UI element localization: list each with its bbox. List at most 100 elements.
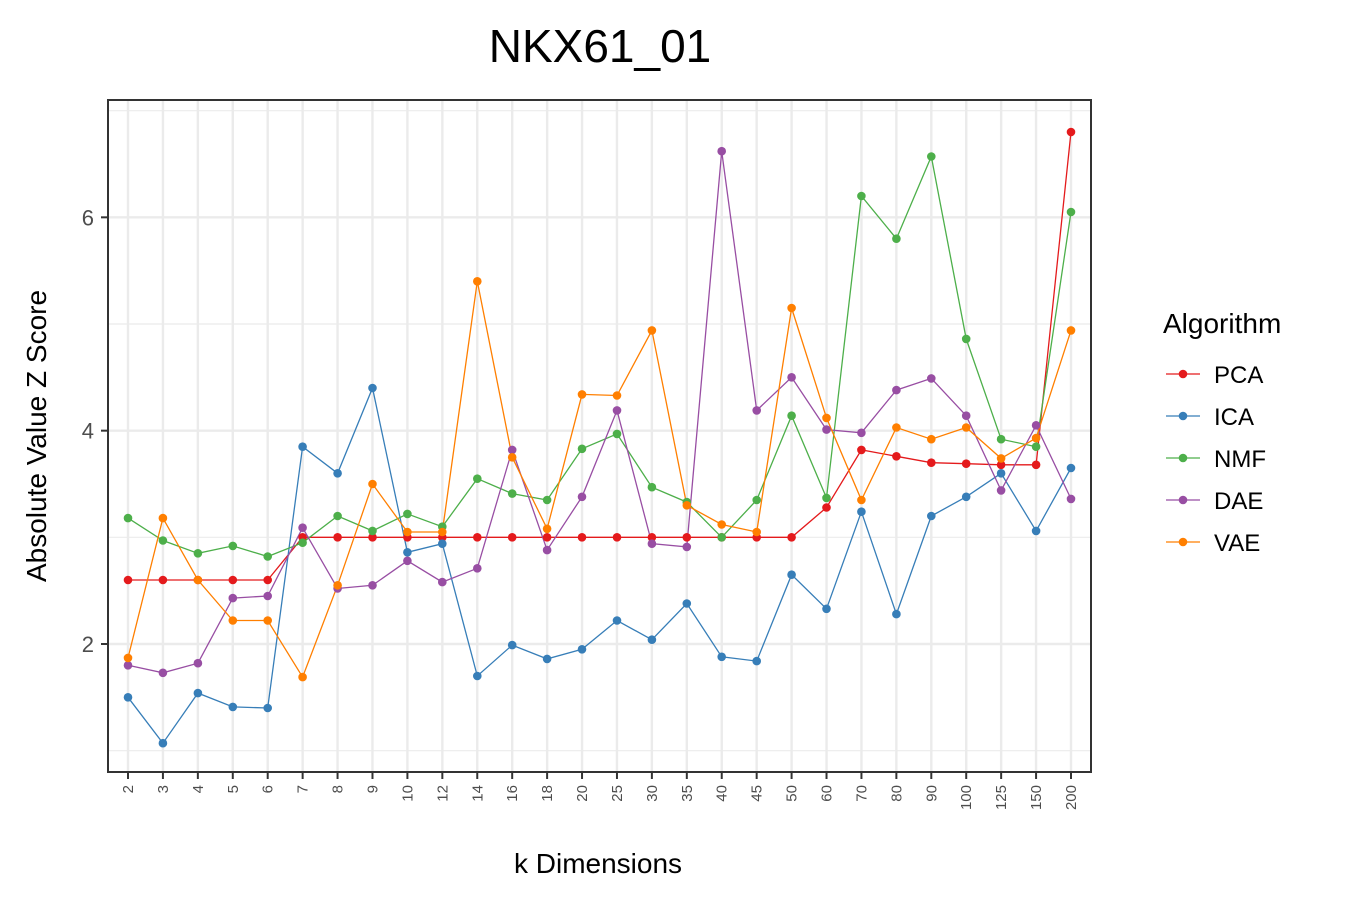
legend-key-point-dae	[1178, 495, 1188, 505]
data-point-vae	[298, 672, 307, 682]
data-point-pca	[682, 533, 692, 542]
data-point-vae	[263, 616, 273, 625]
x-tick-label: 5	[225, 785, 242, 793]
data-point-nmf	[158, 536, 168, 545]
x-tick-label: 12	[434, 785, 451, 802]
data-point-dae	[857, 428, 866, 438]
x-tick-label: 60	[819, 785, 836, 802]
data-point-dae	[123, 661, 133, 670]
data-point-ica	[473, 671, 482, 681]
data-point-vae	[682, 501, 692, 510]
x-tick-label: 50	[784, 785, 801, 802]
data-point-ica	[647, 635, 657, 644]
legend-title: Algorithm	[1163, 308, 1281, 339]
data-point-ica	[857, 507, 866, 516]
data-point-pca	[647, 533, 657, 542]
data-point-ica	[507, 640, 517, 650]
x-tick-label: 6	[260, 785, 277, 793]
data-point-ica	[577, 645, 587, 654]
data-point-vae	[647, 326, 657, 335]
data-point-ica	[403, 548, 412, 557]
data-point-vae	[612, 391, 622, 400]
data-point-vae	[787, 303, 796, 313]
legend-key-point-vae	[1178, 537, 1188, 547]
data-point-pca	[787, 533, 796, 542]
x-tick-label: 25	[609, 785, 626, 802]
data-point-vae	[193, 575, 203, 585]
data-point-vae	[403, 527, 412, 537]
data-point-vae	[577, 390, 587, 399]
data-point-vae	[1031, 433, 1041, 443]
data-point-nmf	[333, 511, 342, 521]
series-points	[123, 127, 1076, 748]
data-point-ica	[123, 693, 133, 702]
data-point-dae	[473, 564, 482, 573]
data-point-ica	[927, 511, 936, 521]
data-point-nmf	[473, 474, 482, 484]
legend-label-pca: PCA	[1214, 362, 1263, 389]
x-tick-label: 16	[504, 785, 521, 802]
legend-key-point-ica	[1178, 411, 1188, 421]
data-point-pca	[228, 575, 238, 585]
series-line-vae	[127, 281, 1072, 679]
data-point-ica	[752, 656, 761, 666]
data-point-ica	[542, 654, 552, 664]
data-point-pca	[333, 533, 342, 542]
series-lines	[127, 131, 1072, 745]
data-point-vae	[752, 527, 761, 537]
data-point-dae	[647, 539, 657, 548]
data-point-nmf	[717, 533, 726, 542]
data-point-pca	[577, 533, 587, 542]
data-point-dae	[822, 425, 831, 434]
legend-key-point-pca	[1178, 369, 1188, 379]
x-tick-label: 150	[1028, 785, 1045, 810]
data-point-ica	[333, 469, 342, 478]
y-axis-title: Absolute Value Z Score	[21, 290, 52, 582]
x-tick-label: 90	[923, 785, 940, 802]
data-point-dae	[961, 411, 971, 421]
series-line-pca	[128, 131, 1072, 581]
plot-frame	[107, 99, 1092, 773]
data-point-nmf	[403, 509, 412, 519]
x-tick-label: 10	[399, 785, 416, 802]
x-tick-label: 30	[644, 785, 661, 802]
data-point-nmf	[961, 334, 971, 344]
data-point-vae	[927, 434, 936, 444]
data-point-dae	[1031, 421, 1041, 430]
data-point-vae	[857, 495, 866, 505]
data-point-pca	[961, 459, 971, 469]
x-tick-label: 125	[993, 785, 1010, 810]
plot-area	[108, 100, 1091, 772]
x-tick-label: 20	[574, 785, 591, 802]
data-point-vae	[717, 520, 726, 529]
data-point-nmf	[647, 482, 657, 492]
data-point-dae	[438, 577, 447, 587]
data-point-vae	[892, 423, 901, 432]
data-point-nmf	[1066, 207, 1076, 217]
series-line-nmf	[127, 154, 1072, 558]
data-point-pca	[473, 533, 482, 542]
data-point-ica	[193, 688, 203, 698]
data-point-dae	[403, 556, 412, 566]
y-tick-label: 6	[82, 205, 94, 230]
data-point-nmf	[368, 526, 377, 536]
data-point-ica	[996, 469, 1006, 478]
data-point-dae	[542, 545, 552, 555]
data-point-pca	[822, 503, 831, 512]
data-point-vae	[996, 454, 1006, 463]
x-tick-label: 70	[853, 785, 870, 802]
data-point-pca	[158, 575, 168, 585]
data-point-nmf	[612, 429, 622, 439]
data-point-nmf	[577, 444, 587, 454]
x-tick-label: 18	[539, 785, 556, 802]
data-point-ica	[717, 652, 726, 662]
x-tick-label: 35	[679, 785, 696, 802]
x-axis: 2 3 4 5 6 7 8 9 10 12 14 16 18 20 25 30 35 40 45 50 60 70 80 90…	[120, 772, 1080, 810]
data-point-nmf	[1031, 442, 1041, 452]
data-point-nmf	[787, 411, 796, 421]
data-point-pca	[368, 533, 377, 542]
data-point-dae	[682, 542, 692, 552]
x-tick-label: 14	[469, 785, 486, 802]
data-point-nmf	[822, 493, 831, 503]
